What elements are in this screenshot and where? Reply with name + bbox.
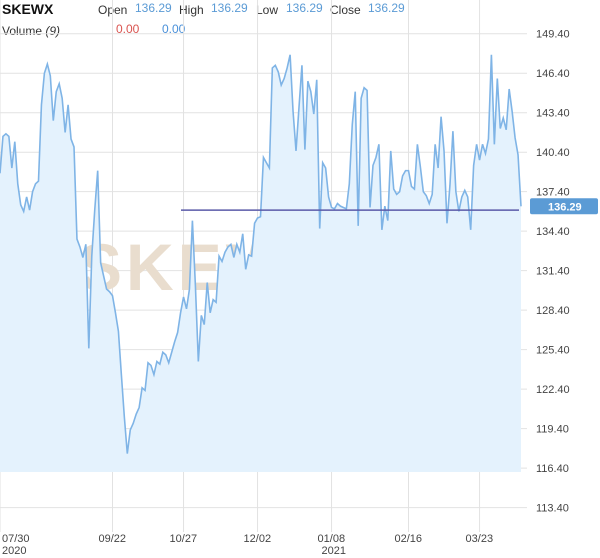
x-tick-label: 01/08 (318, 533, 346, 545)
volume-value-2: 0.00 (162, 22, 186, 36)
low-label: Low (256, 3, 279, 17)
open-value: 136.29 (135, 1, 172, 15)
volume-label-text: Volume (2, 24, 43, 38)
y-tick-label: 143.40 (536, 108, 570, 120)
y-tick-label: 149.40 (536, 29, 570, 41)
x-tick-label: 12/02 (244, 533, 272, 545)
current-price-badge-bg (530, 198, 598, 215)
y-tick-label: 122.40 (536, 384, 570, 396)
x-tick-year: 2021 (322, 545, 346, 557)
volume-period: (9) (45, 24, 61, 38)
x-tick-year: 2020 (2, 545, 26, 557)
y-tick-label: 113.40 (536, 503, 569, 515)
y-tick-label: 116.40 (536, 463, 569, 475)
volume-label: Volume (9) (2, 24, 60, 38)
y-tick-label: 119.40 (536, 424, 569, 436)
price-area-fill (0, 54, 521, 473)
current-price-badge: 136.29 (530, 198, 598, 215)
high-value: 136.29 (211, 1, 248, 15)
y-tick-label: 125.40 (536, 345, 570, 357)
ticker-symbol: SKEWX (2, 1, 54, 17)
price-line (0, 54, 522, 454)
x-tick-label: 07/30 (2, 533, 30, 545)
close-label: Close (330, 3, 361, 17)
x-tick-label: 02/16 (395, 533, 423, 545)
low-value: 136.29 (286, 1, 323, 15)
close-value: 136.29 (368, 1, 405, 15)
volume-value-1: 0.00 (116, 22, 140, 36)
y-tick-label: 140.40 (536, 147, 570, 159)
x-tick-label: 09/22 (98, 533, 126, 545)
y-tick-label: 134.40 (536, 226, 570, 238)
y-tick-label: 146.40 (536, 68, 570, 80)
current-price-text: 136.29 (548, 201, 582, 213)
y-tick-label: 128.40 (536, 305, 570, 317)
y-tick-label: 131.40 (536, 266, 570, 278)
y-tick-label: 137.40 (536, 187, 570, 199)
x-tick-label: 10/27 (170, 533, 198, 545)
high-label: High (179, 3, 204, 17)
y-axis: 113.40 116.40 119.40 122.40 125.40 128.40 131.… (536, 29, 570, 515)
x-tick-label: 03/23 (466, 533, 494, 545)
